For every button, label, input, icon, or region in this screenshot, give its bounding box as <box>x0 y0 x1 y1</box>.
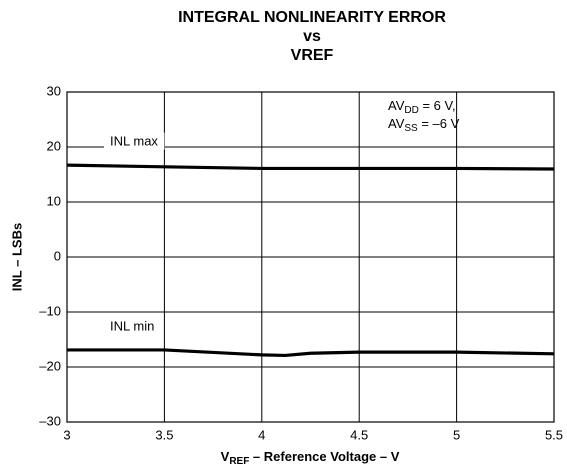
x-axis-label: VREF – Reference Voltage – V <box>221 449 400 466</box>
y-tick-label: 20 <box>47 138 61 153</box>
label-background <box>104 317 161 335</box>
y-tick-label: –10 <box>39 303 61 318</box>
y-tick-label: –20 <box>39 358 61 373</box>
annotation: AVSS = –6 V <box>388 116 460 133</box>
text-part: V <box>221 449 230 464</box>
x-tick-label: 3 <box>63 427 70 442</box>
series-line <box>67 348 555 358</box>
annotation: AVDD = 6 V, <box>388 98 456 115</box>
series-line <box>66 163 555 171</box>
chart-title: INTEGRAL NONLINEARITY ERROR <box>178 9 446 26</box>
series-label: INL min <box>110 318 154 333</box>
y-tick-label: 30 <box>47 83 61 98</box>
subscript: DD <box>404 105 418 116</box>
series-label: INL max <box>110 134 158 149</box>
label-background <box>104 132 165 150</box>
plot-frame <box>66 91 555 423</box>
x-tick-label: 5.5 <box>545 427 563 442</box>
x-tick-label: 3.5 <box>155 427 173 442</box>
x-tick-label: 5 <box>453 427 460 442</box>
y-tick-label: –30 <box>39 413 61 428</box>
subscript: SS <box>404 123 418 134</box>
text-part: = –6 V <box>418 116 460 131</box>
text-part: AV <box>388 116 405 131</box>
y-tick-label: 10 <box>47 193 61 208</box>
x-tick-label: 4.5 <box>350 427 368 442</box>
y-tick-label: 0 <box>54 248 61 263</box>
chart-title: vs <box>303 28 321 45</box>
chart-title: VREF <box>291 47 334 64</box>
text-part: = 6 V, <box>419 98 456 113</box>
text-part: – Reference Voltage – V <box>249 449 399 464</box>
y-axis-label: INL – LSBs <box>9 223 24 291</box>
x-tick-label: 4 <box>258 427 265 442</box>
subscript: REF <box>229 456 249 467</box>
text-part: AV <box>388 98 405 113</box>
